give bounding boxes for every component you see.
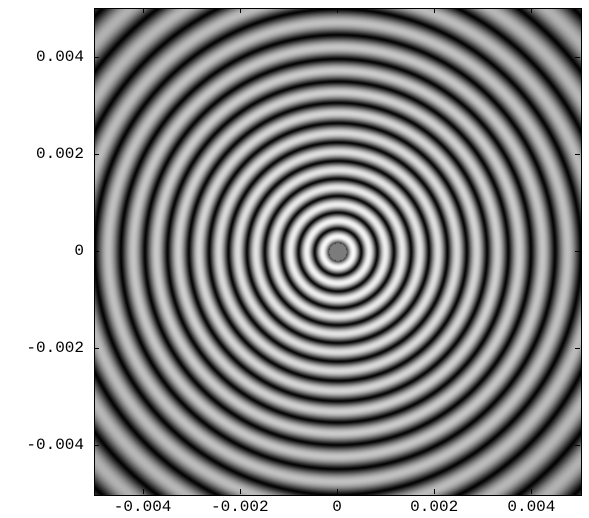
x-tick-label-0: -0.004 [108,498,178,516]
x-tick-label-4: 0.004 [496,498,566,516]
x-tick [531,489,532,494]
y-tick [575,348,580,349]
y-tick-label-1: -0.002 [26,339,84,357]
x-tick [434,489,435,494]
x-tick [531,8,532,13]
x-tick [434,8,435,13]
y-tick [575,251,580,252]
x-tick [337,489,338,494]
x-tick [337,8,338,13]
x-tick-label-2: 0 [302,498,372,516]
x-tick-label-3: 0.002 [399,498,469,516]
x-tick [143,8,144,13]
density-canvas [95,9,581,495]
y-tick-label-4: 0.004 [36,48,84,66]
y-tick [575,445,580,446]
y-tick [94,57,99,58]
y-tick-label-3: 0.002 [36,145,84,163]
y-tick [94,348,99,349]
y-tick [94,154,99,155]
y-tick [575,57,580,58]
y-tick [94,251,99,252]
x-tick-label-1: -0.002 [205,498,275,516]
x-tick [240,8,241,13]
y-tick [94,445,99,446]
y-tick-label-2: 0 [74,242,84,260]
plot-area [94,8,582,496]
y-tick [575,154,580,155]
x-tick [240,489,241,494]
figure: -0.004 -0.002 0 0.002 0.004 -0.004 -0.00… [0,0,589,518]
y-tick-label-0: -0.004 [26,436,84,454]
x-tick [143,489,144,494]
